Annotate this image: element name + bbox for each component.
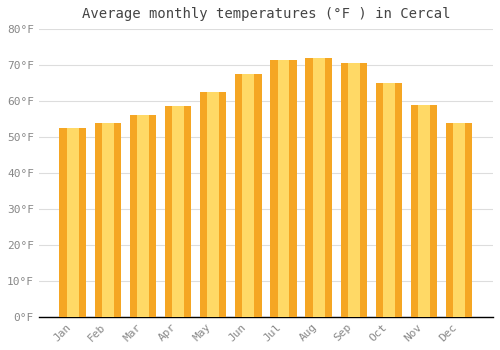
Bar	[208, 92, 219, 317]
Bar	[340, 63, 367, 317]
Bar	[200, 92, 226, 317]
Bar	[102, 122, 114, 317]
Bar	[278, 60, 289, 317]
Bar	[165, 106, 191, 317]
Bar	[446, 122, 472, 317]
Bar	[137, 116, 149, 317]
Bar	[66, 128, 78, 317]
Bar	[418, 105, 430, 317]
Bar	[312, 58, 324, 317]
Bar	[376, 83, 402, 317]
Bar	[348, 63, 360, 317]
Bar	[172, 106, 184, 317]
Bar	[306, 58, 332, 317]
Bar	[454, 122, 465, 317]
Bar	[130, 116, 156, 317]
Bar	[60, 128, 86, 317]
Bar	[94, 122, 121, 317]
Bar	[270, 60, 296, 317]
Title: Average monthly temperatures (°F ) in Cercal: Average monthly temperatures (°F ) in Ce…	[82, 7, 450, 21]
Bar	[242, 74, 254, 317]
Bar	[411, 105, 438, 317]
Bar	[235, 74, 262, 317]
Bar	[383, 83, 395, 317]
